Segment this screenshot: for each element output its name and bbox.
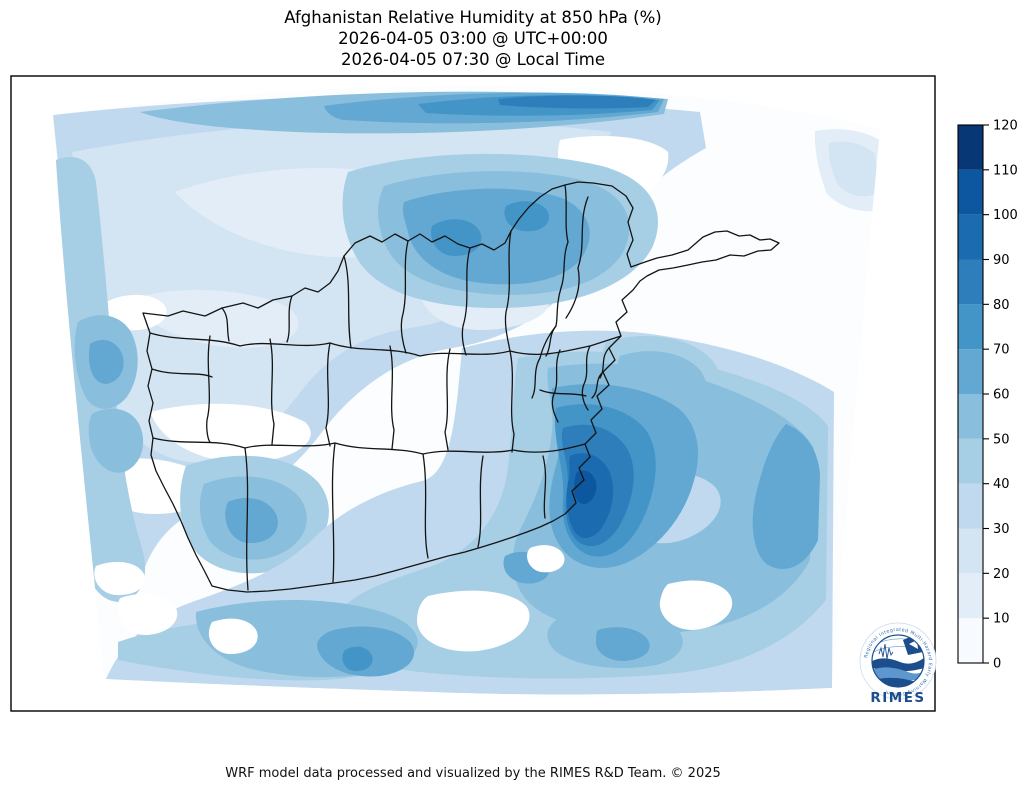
tick-label: 80 [993, 298, 1010, 313]
title-line-3: 2026-04-05 07:30 @ Local Time [340, 50, 606, 69]
figure-title: Afghanistan Relative Humidity at 850 hPa… [11, 7, 935, 70]
title-line-2: 2026-04-05 03:00 @ UTC+00:00 [338, 29, 608, 48]
tick-label: 10 [993, 612, 1010, 627]
colorbar-outline [957, 124, 984, 664]
tick-label: 20 [993, 567, 1010, 582]
tick-label: 40 [993, 477, 1010, 492]
colorbar-tick-labels: 0 10 20 30 40 50 60 70 80 90 100 110 120 [993, 119, 1018, 672]
country-outline [142, 181, 780, 593]
tick-label: 0 [993, 657, 1001, 672]
tick-label: 110 [993, 163, 1018, 178]
footer-credit: WRF model data processed and visualized … [225, 766, 721, 781]
colorbar: 0 10 20 30 40 50 60 70 80 90 100 110 120 [957, 119, 1018, 672]
rimes-logo: Regional Integrated Multi-Hazard Early W… [859, 622, 937, 706]
tick-label: 120 [993, 119, 1018, 134]
tick-label: 90 [993, 253, 1010, 268]
seismograph-icon [878, 643, 894, 660]
tick-label: 70 [993, 343, 1010, 358]
colorbar-ticks [983, 124, 989, 664]
tick-label: 30 [993, 522, 1010, 537]
tick-label: 60 [993, 388, 1010, 403]
title-line-1: Afghanistan Relative Humidity at 850 hPa… [284, 8, 662, 27]
tick-label: 100 [993, 208, 1018, 223]
logo-wordmark: RIMES [870, 690, 925, 706]
humidity-contour-field [53, 85, 880, 695]
tick-label: 50 [993, 432, 1010, 447]
province-boundaries [142, 181, 780, 593]
